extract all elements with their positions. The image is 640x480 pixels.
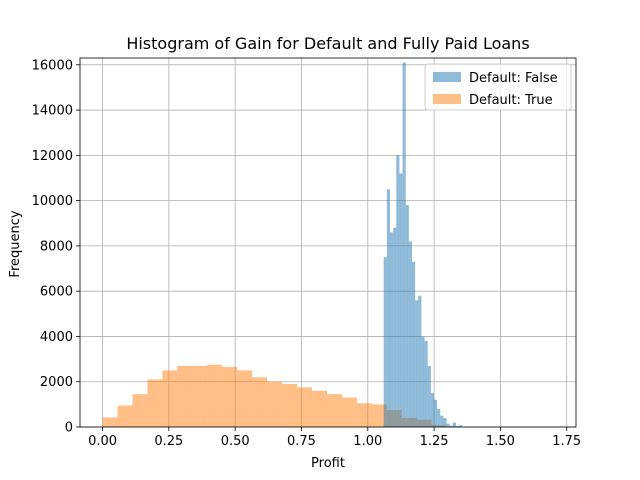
- histogram-bar: [427, 365, 431, 427]
- histogram-bar: [437, 408, 441, 427]
- y-tick-label: 0: [65, 421, 73, 436]
- histogram-bar: [237, 370, 253, 427]
- y-tick-label: 8000: [40, 239, 73, 254]
- histogram-bar: [389, 232, 394, 427]
- histogram-bar: [402, 62, 406, 427]
- legend-swatch: [433, 72, 461, 82]
- x-tick-label: 1.00: [353, 434, 382, 449]
- x-tick-label: 1.50: [486, 434, 515, 449]
- histogram-bar: [424, 340, 428, 427]
- histogram-bar: [440, 415, 444, 427]
- histogram-bar: [132, 394, 148, 427]
- histogram-bar: [356, 403, 372, 427]
- histogram-bar: [449, 425, 453, 427]
- histogram-bar: [312, 390, 327, 427]
- histogram-bar: [177, 365, 193, 427]
- histogram-bar: [386, 189, 390, 427]
- histogram-bar: [446, 423, 450, 427]
- x-tick-label: 0.00: [88, 434, 117, 449]
- y-tick-label: 14000: [32, 104, 73, 119]
- y-tick-label: 16000: [32, 58, 73, 73]
- y-tick-label: 6000: [40, 285, 73, 300]
- histogram-bar: [459, 425, 463, 427]
- y-axis-title: Frequency: [8, 210, 23, 277]
- x-axis-title: Profit: [311, 456, 345, 471]
- histogram-bar: [162, 370, 178, 427]
- histogram-bar: [252, 377, 268, 427]
- legend-label: Default: False: [469, 71, 558, 86]
- histogram-bar: [282, 383, 298, 427]
- legend: Default: False Default: True: [424, 63, 572, 111]
- series-default-true: [102, 364, 462, 427]
- histogram-bar: [297, 387, 313, 427]
- legend-swatch: [433, 94, 461, 104]
- histogram-bar: [383, 257, 387, 427]
- y-tick-label: 4000: [40, 330, 73, 345]
- histogram-bar: [421, 336, 425, 427]
- plot-frame: [79, 57, 577, 428]
- histogram-bar: [399, 173, 403, 427]
- histogram-bar: [396, 155, 400, 427]
- grid-lines: [80, 58, 576, 428]
- y-tick-label: 12000: [32, 149, 73, 164]
- histogram-bar: [405, 205, 409, 427]
- histogram-bar: [452, 422, 456, 427]
- legend-label: Default: True: [469, 93, 553, 108]
- histogram-bar: [415, 300, 419, 427]
- histogram-bar: [207, 364, 223, 427]
- histogram-bars: [102, 62, 463, 427]
- x-tick-label: 1.25: [420, 434, 449, 449]
- histogram-bar: [147, 379, 163, 427]
- y-tick-label: 10000: [32, 194, 73, 209]
- histogram-bar: [117, 405, 133, 427]
- x-tick-label: 0.75: [287, 434, 316, 449]
- x-tick-label: 0.50: [221, 434, 250, 449]
- histogram-bar: [430, 393, 434, 427]
- histogram-bar: [411, 261, 416, 427]
- x-tick-label: 0.25: [154, 434, 183, 449]
- y-tick-label: 2000: [40, 375, 73, 390]
- histogram-bar: [102, 417, 118, 427]
- histogram-bar: [418, 295, 422, 427]
- histogram-bar: [393, 227, 397, 427]
- histogram-bar: [455, 425, 460, 427]
- series-default-false: [383, 62, 463, 427]
- legend-box: [424, 63, 572, 111]
- histogram-bar: [443, 417, 447, 427]
- histogram-bar: [341, 397, 357, 427]
- histogram-bar: [408, 241, 412, 427]
- histogram-bar: [222, 367, 238, 427]
- x-tick-label: 1.75: [552, 434, 581, 449]
- histogram-bar: [267, 381, 283, 427]
- chart-title: Histogram of Gain for Default and Fully …: [126, 34, 529, 53]
- histogram-bar: [371, 404, 387, 427]
- axis-ticks: 0.00 0.25 0.50 0.75 1.00 1.25 1.50 1.75 0 2000 400…: [32, 58, 582, 449]
- histogram-bar: [326, 394, 342, 427]
- histogram-bar: [192, 365, 208, 427]
- histogram-bar: [433, 399, 438, 427]
